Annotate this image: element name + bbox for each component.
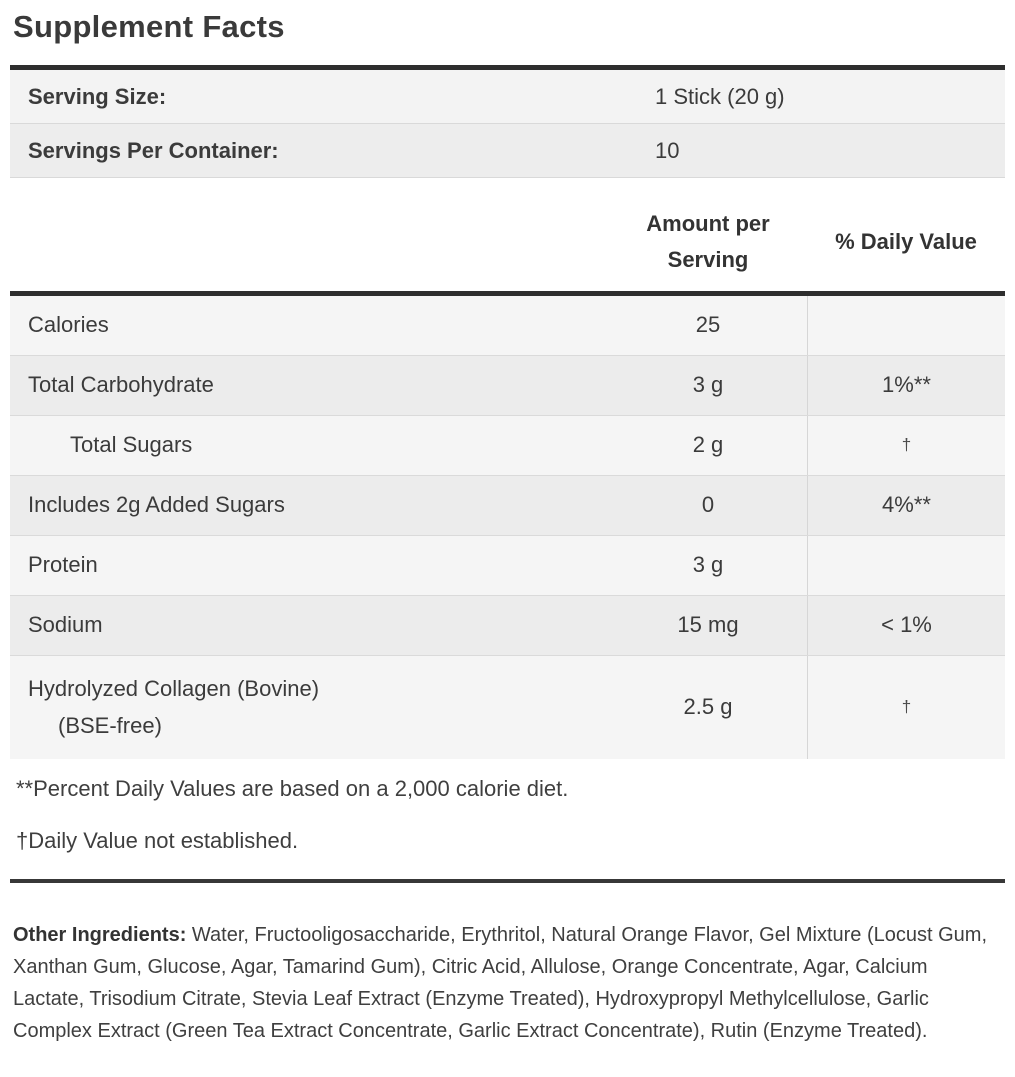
row-amount: 3 g xyxy=(692,552,724,578)
servings-per-container-value: 10 xyxy=(655,137,680,163)
servings-per-container-row: Servings Per Container: 10 xyxy=(10,124,1005,178)
row-label: Protein xyxy=(28,552,98,578)
row-label: Sodium xyxy=(28,612,103,638)
serving-size-row: Serving Size: 1 Stick (20 g) xyxy=(10,70,1005,124)
table-row-calories: Calories 25 xyxy=(10,295,1005,356)
section-divider xyxy=(10,878,1005,883)
footnotes: **Percent Daily Values are based on a 2,… xyxy=(10,759,1005,856)
table-row-protein: Protein 3 g xyxy=(10,535,1005,596)
row-daily-value xyxy=(807,295,1005,355)
row-amount: 15 mg xyxy=(677,612,739,638)
table-row-total-carbohydrate: Total Carbohydrate 3 g 1%** xyxy=(10,355,1005,416)
row-label: Total Sugars xyxy=(70,432,193,458)
page-title: Supplement Facts xyxy=(13,9,285,44)
header-spacer xyxy=(10,206,609,279)
table-row-sodium: Sodium 15 mg < 1% xyxy=(10,595,1005,656)
row-daily-value: 1%** xyxy=(807,355,1005,415)
row-amount: 0 xyxy=(701,492,715,518)
row-daily-value: < 1% xyxy=(807,595,1005,655)
serving-size-value: 1 Stick (20 g) xyxy=(655,83,785,109)
row-daily-value: † xyxy=(807,655,1005,759)
servings-per-container-label: Servings Per Container: xyxy=(28,137,279,163)
row-daily-value xyxy=(807,535,1005,595)
row-daily-value: 4%** xyxy=(807,475,1005,535)
other-ingredients-paragraph: Other Ingredients: Water, Fructooligosac… xyxy=(10,919,1005,1047)
daily-value-header: % Daily Value xyxy=(835,229,977,255)
table-row-hydrolyzed-collagen: Hydrolyzed Collagen (Bovine) (BSE-free) … xyxy=(10,655,1005,759)
nutrient-table-body: Calories 25 Total Carbohydrate 3 g 1%** … xyxy=(10,290,1005,759)
row-amount: 25 xyxy=(695,312,721,338)
row-amount: 2.5 g xyxy=(683,694,733,720)
other-ingredients-text: Water, Fructooligosaccharide, Erythritol… xyxy=(13,923,988,1042)
serving-info-table: Serving Size: 1 Stick (20 g) Servings Pe… xyxy=(10,65,1005,178)
amount-per-serving-header: Amount per Serving xyxy=(646,211,770,273)
row-label: Hydrolyzed Collagen (Bovine) (BSE-free) xyxy=(28,675,320,739)
footnote-daily-value-not-established: †Daily Value not established. xyxy=(16,828,299,854)
serving-size-label: Serving Size: xyxy=(28,83,167,109)
table-row-total-sugars: Total Sugars 2 g † xyxy=(10,415,1005,476)
row-label: Total Carbohydrate xyxy=(28,372,214,398)
nutrient-table-header: Amount per Serving % Daily Value xyxy=(10,178,1005,291)
row-label: Calories xyxy=(28,312,109,338)
other-ingredients-label: Other Ingredients: xyxy=(13,923,187,946)
table-row-added-sugars: Includes 2g Added Sugars 0 4%** xyxy=(10,475,1005,536)
row-label: Includes 2g Added Sugars xyxy=(28,492,285,518)
supplement-facts-panel: Supplement Facts Serving Size: 1 Stick (… xyxy=(10,9,1005,1047)
row-daily-value: † xyxy=(807,415,1005,475)
footnote-percent-daily-values: **Percent Daily Values are based on a 2,… xyxy=(16,775,569,801)
row-amount: 3 g xyxy=(692,372,724,398)
row-amount: 2 g xyxy=(692,432,724,458)
